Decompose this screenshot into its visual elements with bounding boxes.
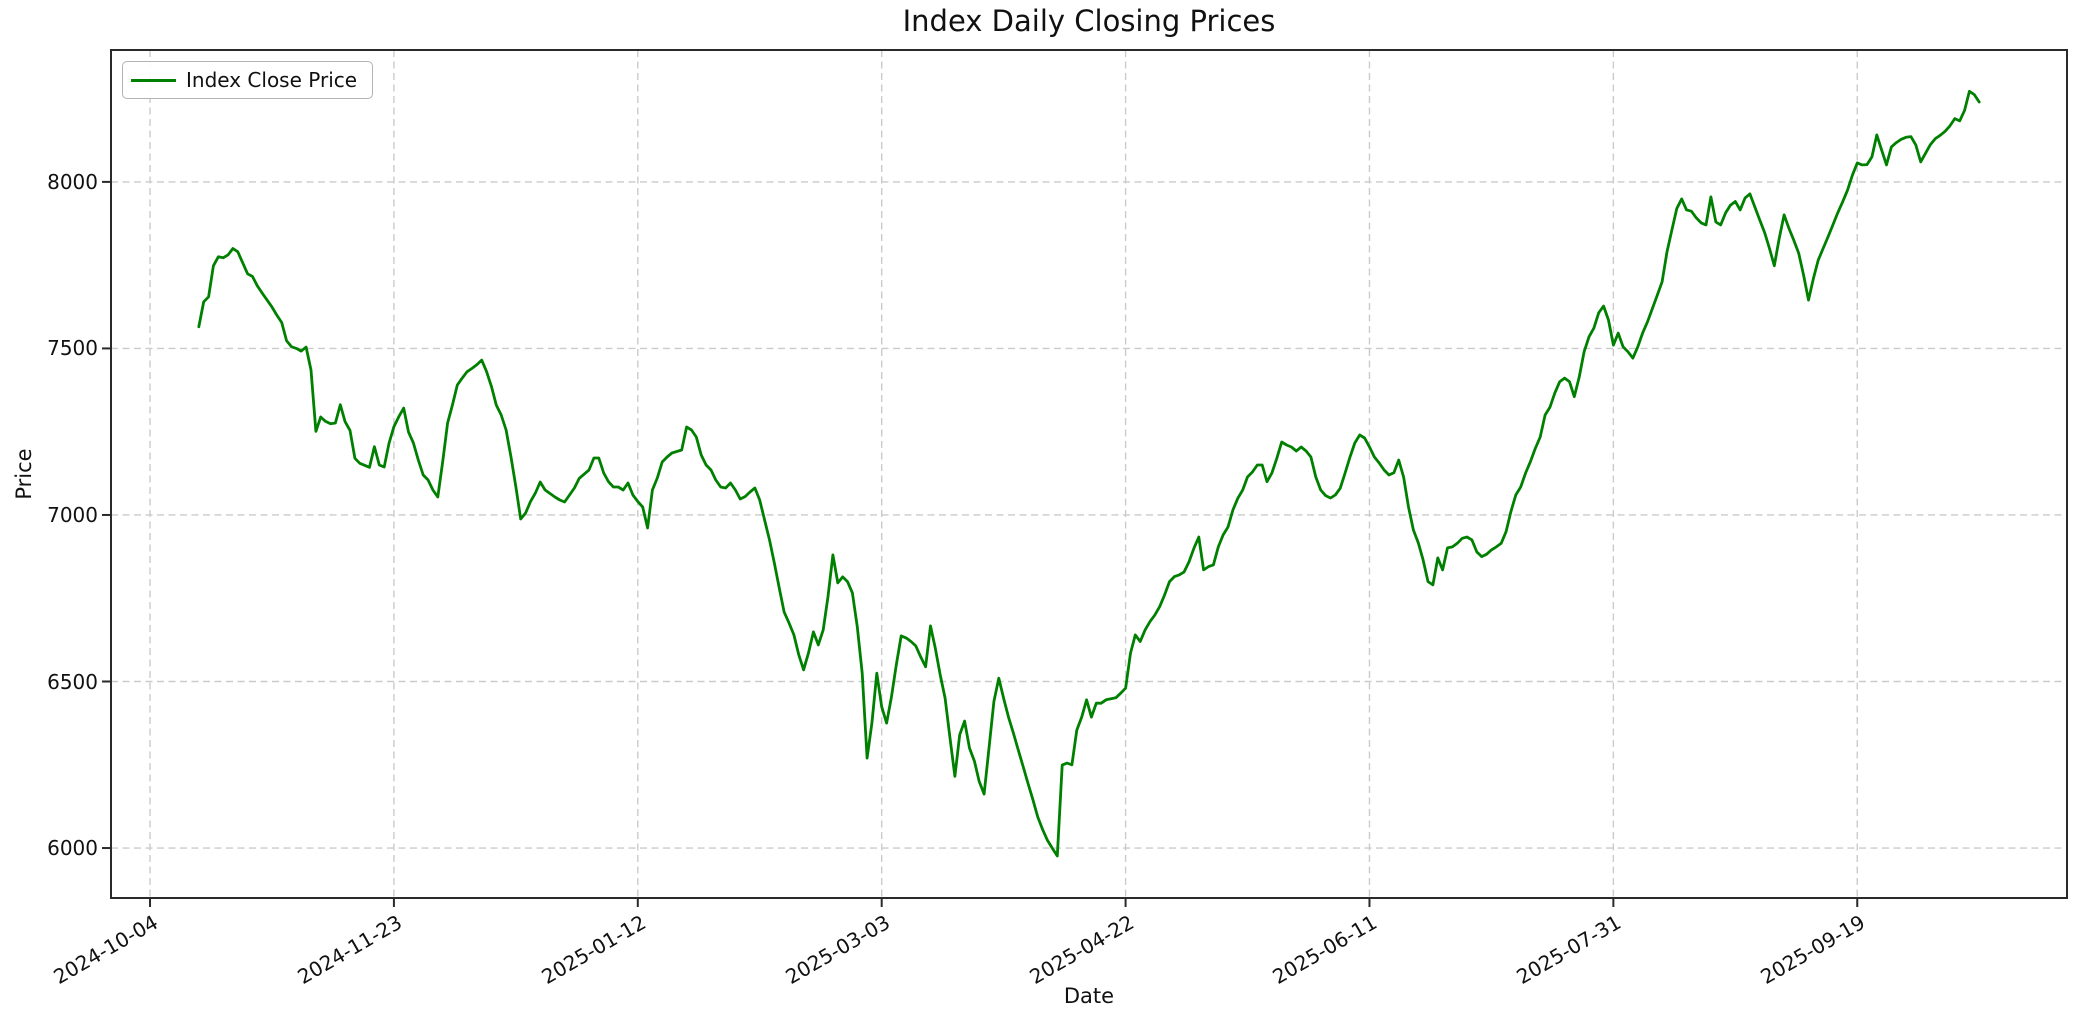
- legend-entry-label: Index Close Price: [186, 68, 358, 92]
- legend: Index Close Price: [122, 61, 374, 99]
- y-tick-label: 6000: [47, 836, 98, 861]
- y-tick-label: 7500: [47, 336, 98, 361]
- y-tick-label: 7000: [47, 502, 98, 527]
- y-tick-label: 6500: [47, 669, 98, 694]
- legend-line-sample-icon: [131, 78, 176, 82]
- axes-spines: [110, 49, 2068, 899]
- x-axis-label: Date: [1063, 984, 1115, 1008]
- y-tick-label: 8000: [47, 169, 98, 194]
- chart-title: Index Daily Closing Prices: [902, 4, 1276, 38]
- price-line: [197, 89, 1981, 858]
